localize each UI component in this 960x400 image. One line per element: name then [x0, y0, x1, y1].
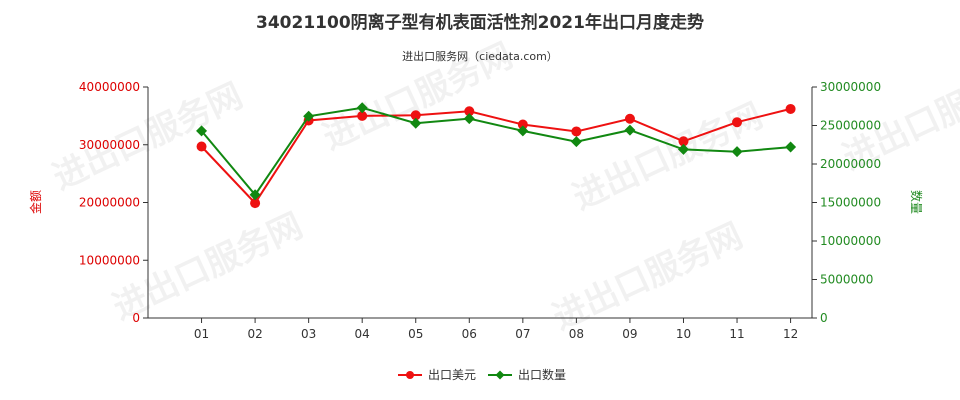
series-2-point	[410, 117, 422, 129]
series-2-point	[677, 143, 689, 155]
x-tick-label: 06	[462, 327, 477, 341]
left-axis-label: 金额	[28, 190, 43, 214]
series-1-point	[250, 198, 261, 209]
series-2-point	[249, 189, 261, 201]
right-tick-label: 15000000	[820, 196, 881, 210]
x-tick-label: 05	[408, 327, 423, 341]
left-axis-ticks: 0 10000000 20000000 30000000 40000000	[79, 80, 148, 325]
x-tick-label: 09	[622, 327, 637, 341]
left-tick-label: 40000000	[79, 80, 140, 94]
right-tick-label: 5000000	[820, 273, 873, 287]
watermark-text: 进出口服务网	[547, 216, 749, 338]
series-1-point	[196, 141, 207, 152]
left-tick-label: 0	[132, 311, 140, 325]
series-1-point	[464, 106, 475, 117]
x-tick-label: 03	[301, 327, 316, 341]
series-1-point	[785, 103, 796, 114]
x-axis-ticks: 01 02 03 04 05 06 07 08 09 10 11 12	[194, 318, 798, 341]
right-tick-label: 25000000	[820, 119, 881, 133]
right-axis-label: 数量	[909, 190, 924, 214]
x-tick-label: 11	[729, 327, 744, 341]
legend[interactable]: 出口美元 出口数量	[398, 367, 566, 382]
series-2-point	[785, 141, 797, 153]
series-line-1	[200, 107, 791, 205]
x-tick-label: 08	[569, 327, 584, 341]
series-2-point	[303, 110, 315, 122]
legend-label-1: 出口美元	[428, 368, 476, 382]
series-2-point	[624, 124, 636, 136]
x-tick-label: 01	[194, 327, 209, 341]
left-tick-label: 10000000	[79, 253, 140, 267]
right-axis-ticks: 0 5000000 10000000 15000000 20000000 25000000…	[812, 80, 881, 325]
x-tick-label: 10	[676, 327, 691, 341]
series-1-point	[517, 119, 528, 130]
x-tick-label: 02	[247, 327, 262, 341]
series-2-point	[517, 125, 529, 137]
series-line-2	[200, 106, 791, 197]
series-1-point	[624, 113, 635, 124]
right-tick-label: 10000000	[820, 234, 881, 248]
x-tick-label: 07	[515, 327, 530, 341]
right-tick-label: 30000000	[820, 80, 881, 94]
series-2-point	[196, 125, 208, 137]
legend-label-2: 出口数量	[518, 367, 566, 382]
chart-title: 34021100阴离子型有机表面活性剂2021年出口月度走势	[256, 12, 704, 33]
series-1-point	[678, 136, 689, 147]
x-tick-label: 04	[355, 327, 370, 341]
right-tick-label: 0	[820, 311, 828, 325]
left-tick-label: 20000000	[79, 196, 140, 210]
chart-subtitle: 进出口服务网（ciedata.com）	[402, 49, 558, 63]
legend-marker-2	[495, 370, 505, 380]
series-2-point	[356, 102, 368, 114]
series-2-point	[731, 146, 743, 158]
x-tick-label: 12	[783, 327, 798, 341]
series-1-point	[732, 117, 743, 128]
series-2-point	[570, 136, 582, 148]
left-tick-label: 30000000	[79, 138, 140, 152]
series-1-point	[571, 126, 582, 137]
series-1-point	[410, 110, 421, 121]
series-2-point	[463, 113, 475, 125]
series-layer	[196, 102, 797, 209]
right-tick-label: 20000000	[820, 157, 881, 171]
legend-marker-1	[406, 371, 414, 379]
watermark-text: 进出口服务网	[567, 96, 769, 218]
series-1-point	[357, 110, 368, 121]
